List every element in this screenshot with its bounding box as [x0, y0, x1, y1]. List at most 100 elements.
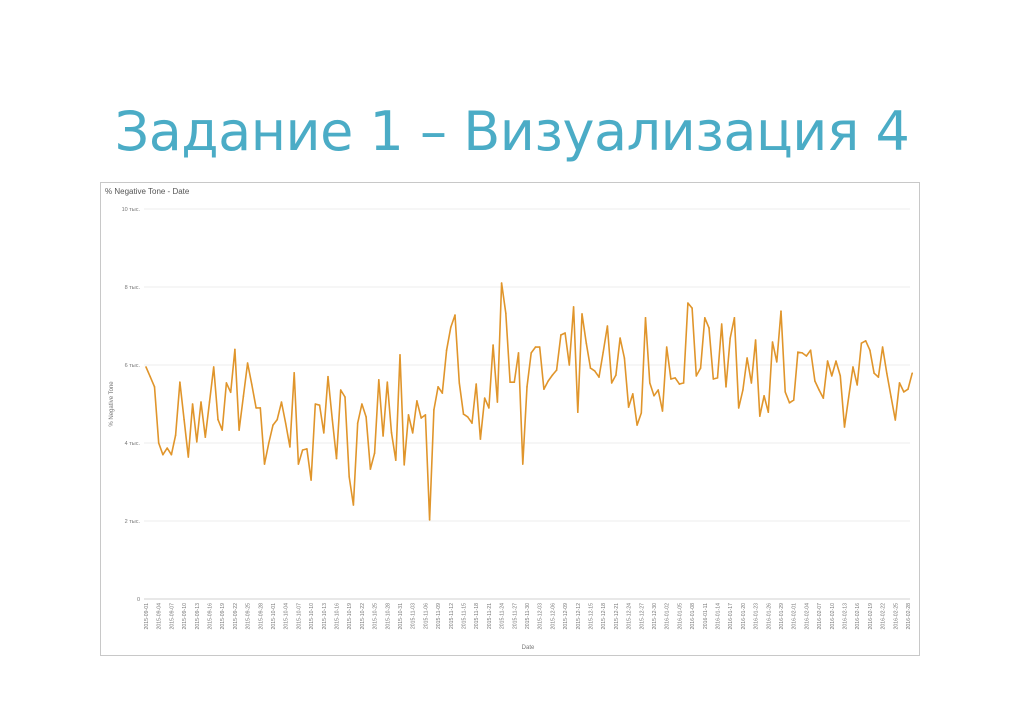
x-tick-label: 2015-12-06: [550, 603, 556, 630]
data-point: [560, 334, 562, 336]
data-point: [670, 378, 672, 380]
data-point: [543, 388, 545, 390]
data-point: [780, 310, 782, 312]
data-point: [805, 355, 808, 357]
x-tick-label: 2015-09-07: [169, 603, 175, 630]
data-point: [416, 400, 418, 402]
data-point: [585, 342, 588, 344]
data-point: [615, 374, 617, 376]
data-point: [229, 391, 232, 394]
data-point: [886, 372, 888, 374]
x-tick-label: 2015-09-25: [246, 603, 252, 630]
x-tick-label: 2016-02-10: [830, 603, 836, 630]
data-point: [627, 406, 630, 408]
x-tick-label: 2015-10-10: [309, 603, 315, 630]
data-point: [513, 381, 516, 383]
data-point: [538, 346, 541, 348]
data-point: [792, 399, 795, 401]
data-point: [145, 366, 147, 368]
data-point: [331, 418, 334, 421]
data-point: [767, 411, 770, 413]
x-tick-label: 2015-09-28: [258, 603, 264, 630]
x-tick-label: 2016-02-28: [906, 603, 912, 630]
data-point: [170, 453, 173, 456]
y-tick-label: 0: [137, 597, 140, 603]
data-point: [369, 468, 372, 470]
data-point: [898, 382, 901, 384]
data-point: [661, 410, 664, 412]
x-tick-label: 2015-11-24: [500, 603, 506, 629]
x-tick-label: 2015-12-27: [639, 603, 645, 630]
x-tick-label: 2015-10-07: [296, 603, 302, 630]
data-point: [526, 386, 528, 388]
data-point: [750, 382, 753, 384]
data-point: [335, 457, 338, 460]
data-point: [632, 393, 634, 395]
x-tick-label: 2016-02-04: [804, 603, 810, 630]
y-tick-label: 2 тыс.: [125, 519, 141, 525]
data-point: [826, 360, 829, 362]
series-line: [145, 282, 913, 521]
data-point: [373, 452, 376, 454]
data-point: [699, 367, 702, 369]
data-point: [445, 349, 448, 351]
data-point: [623, 357, 626, 359]
data-point: [869, 349, 871, 351]
x-tick-label: 2015-09-04: [157, 603, 163, 630]
x-tick-label: 2015-12-24: [627, 603, 633, 630]
x-tick-label: 2015-09-22: [233, 603, 239, 630]
chart-title: % Negative Tone - Date: [105, 187, 190, 196]
data-point: [162, 453, 164, 456]
data-point: [551, 374, 554, 376]
data-point: [306, 448, 308, 450]
data-point: [873, 372, 875, 374]
data-point: [475, 383, 478, 385]
data-point: [407, 414, 410, 416]
data-point: [509, 381, 511, 383]
data-point: [200, 401, 202, 403]
data-point: [564, 332, 566, 334]
data-point: [847, 396, 850, 398]
data-point: [433, 409, 435, 411]
data-point: [708, 327, 710, 329]
x-tick-label: 2015-12-18: [601, 603, 607, 630]
data-point: [187, 456, 190, 458]
x-tick-label: 2015-09-19: [220, 603, 226, 630]
data-point: [814, 380, 816, 382]
data-point: [606, 325, 609, 327]
data-point: [610, 382, 613, 384]
data-point: [454, 314, 456, 316]
data-point: [856, 384, 858, 386]
data-point: [763, 395, 765, 397]
data-point: [479, 438, 482, 440]
x-tick-label: 2015-09-13: [195, 603, 201, 630]
x-tick-label: 2015-11-18: [474, 603, 480, 629]
data-point: [386, 381, 389, 383]
data-point: [339, 389, 342, 391]
data-point: [394, 459, 397, 461]
data-point: [191, 403, 194, 405]
data-point: [788, 402, 791, 404]
data-point: [530, 352, 533, 354]
y-tick-label: 4 тыс.: [125, 441, 141, 447]
x-tick-label: 2015-10-31: [398, 603, 404, 630]
data-point: [801, 352, 803, 354]
data-point: [365, 416, 367, 418]
x-tick-label: 2016-01-26: [766, 603, 772, 630]
x-tick-label: 2015-10-22: [360, 603, 366, 630]
data-point: [737, 407, 740, 409]
data-point: [314, 403, 317, 405]
data-point: [653, 395, 655, 397]
data-point: [902, 391, 905, 393]
data-point: [864, 340, 867, 342]
data-point: [378, 379, 380, 381]
data-point: [348, 476, 351, 478]
x-tick-label: 2015-11-12: [449, 603, 455, 629]
data-point: [835, 360, 837, 362]
data-point: [157, 442, 160, 444]
data-point: [843, 426, 846, 428]
x-tick-label: 2016-01-05: [677, 603, 683, 630]
data-point: [492, 344, 494, 346]
data-point: [382, 435, 384, 437]
data-point: [695, 375, 698, 377]
